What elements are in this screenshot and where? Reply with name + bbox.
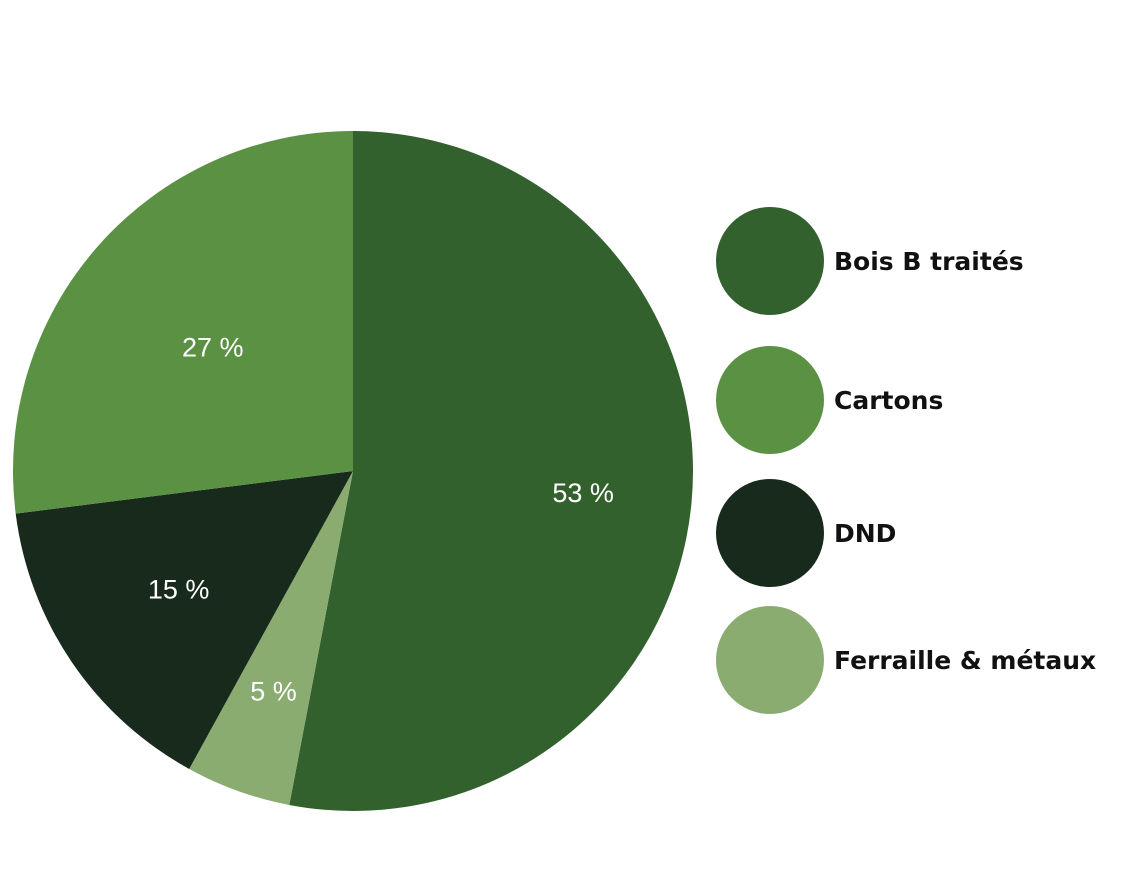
pie-slice-labels: 53 % 5 % 15 % 27 % — [148, 332, 614, 706]
pie-label-bois-b-traites: 53 % — [552, 478, 614, 508]
pie-slice-ferraille-metaux — [189, 471, 353, 805]
legend-swatch-ferraille-metaux — [716, 606, 824, 714]
legend-swatch-dnd — [716, 479, 824, 587]
legend-label-dnd: DND — [834, 518, 897, 548]
pie-label-ferraille-metaux: 5 % — [250, 677, 297, 707]
legend-item-cartons: Cartons — [716, 346, 943, 454]
legend-label-cartons: Cartons — [834, 385, 944, 415]
legend-swatch-cartons — [716, 346, 824, 454]
legend-label-ferraille-metaux: Ferraille & métaux — [834, 645, 1097, 675]
pie-slice-dnd — [15, 471, 354, 769]
pie-slices — [13, 131, 694, 812]
pie-label-cartons: 27 % — [182, 332, 244, 362]
pie-label-dnd: 15 % — [148, 574, 210, 604]
pie-slice-bois-b-traites — [289, 131, 694, 812]
legend-label-bois-b-traites: Bois B traités — [834, 246, 1024, 276]
legend-item-ferraille-metaux: Ferraille & métaux — [716, 606, 1096, 714]
pie-slice-cartons — [13, 131, 354, 514]
legend-swatch-bois-b-traites — [716, 207, 824, 315]
legend-item-dnd: DND — [716, 479, 896, 587]
legend-item-bois-b-traites: Bois B traités — [716, 207, 1024, 315]
